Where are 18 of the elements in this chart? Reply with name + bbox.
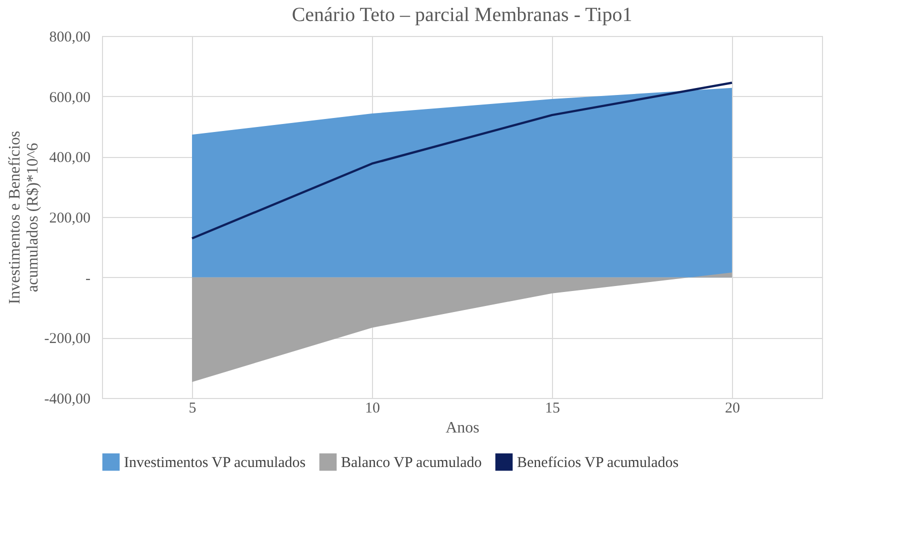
- legend-label: Balanco VP acumulado: [341, 455, 482, 472]
- legend-label: Investimentos VP acumulados: [124, 455, 306, 472]
- y-tick-label: 400,00: [49, 150, 90, 166]
- line-series: [190, 82, 734, 240]
- y-axis-title: Investimentos e Benefícios acumulados (R$)*10^6: [6, 130, 42, 304]
- legend-label: Benefícios VP acumulados: [517, 455, 679, 472]
- y-tick-label: -: [86, 270, 90, 287]
- y-tick-label: 600,00: [49, 90, 90, 106]
- y-tick-label: 200,00: [49, 210, 90, 226]
- y-tick-label: -400,00: [44, 392, 90, 408]
- x-axis-title: Anos: [446, 420, 480, 436]
- x-tick-label: 20: [725, 400, 740, 416]
- y-tick-label: -200,00: [44, 331, 90, 348]
- x-tick-label: 10: [365, 400, 380, 416]
- x-tick-label: 15: [545, 400, 560, 416]
- y-tick-label: 800,00: [49, 30, 90, 46]
- x-tick-label: 5: [188, 400, 196, 416]
- chart-title: Cenário Teto – parcial Membranas - Tipo1: [292, 4, 632, 26]
